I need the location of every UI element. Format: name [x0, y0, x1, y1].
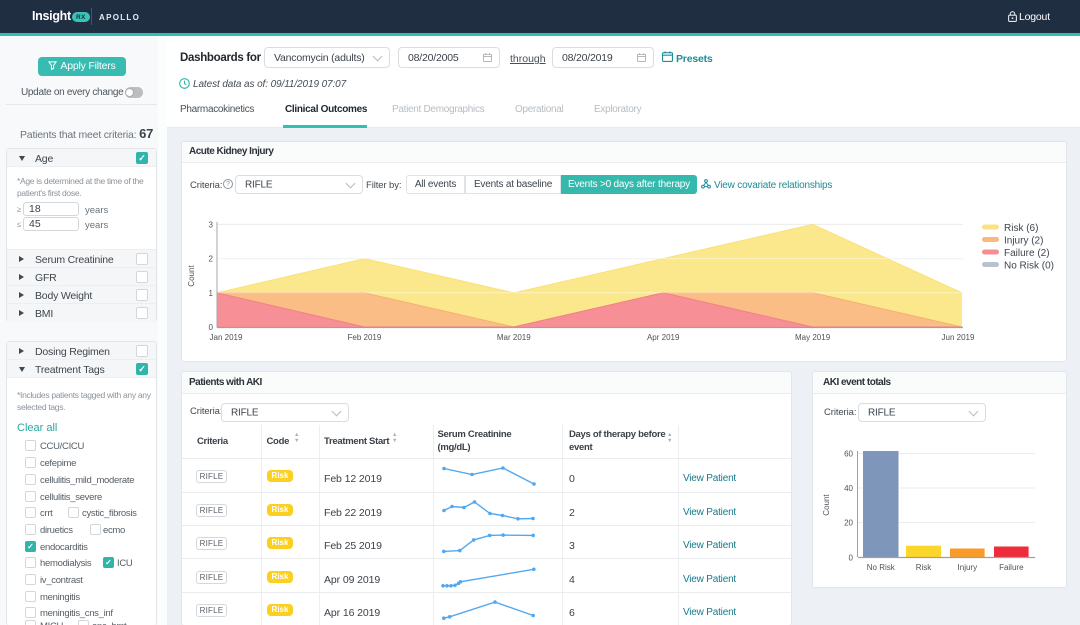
svg-text:No Risk: No Risk — [867, 563, 896, 572]
svg-text:May 2019: May 2019 — [795, 333, 831, 342]
svg-text:20: 20 — [844, 519, 853, 528]
svg-text:Apr 2019: Apr 2019 — [647, 333, 680, 342]
svg-text:Injury: Injury — [958, 563, 978, 572]
svg-text:2: 2 — [209, 255, 214, 264]
svg-text:Failure: Failure — [999, 563, 1024, 572]
svg-text:40: 40 — [844, 484, 853, 493]
svg-text:0: 0 — [209, 323, 214, 332]
svg-text:No Risk (0): No Risk (0) — [1004, 261, 1054, 272]
svg-text:Jan 2019: Jan 2019 — [210, 333, 243, 342]
svg-text:3: 3 — [209, 220, 214, 229]
svg-text:Feb 2019: Feb 2019 — [347, 333, 381, 342]
svg-text:0: 0 — [849, 554, 854, 563]
svg-text:Failure (2): Failure (2) — [1004, 248, 1050, 259]
svg-text:1: 1 — [209, 289, 214, 298]
svg-text:Count: Count — [822, 494, 831, 516]
svg-text:Injury (2): Injury (2) — [1004, 236, 1043, 247]
svg-text:Jun 2019: Jun 2019 — [942, 333, 975, 342]
svg-text:Mar 2019: Mar 2019 — [497, 333, 531, 342]
svg-text:Risk (6): Risk (6) — [1004, 223, 1038, 234]
svg-text:Count: Count — [187, 265, 196, 287]
svg-text:Risk: Risk — [916, 563, 933, 572]
svg-text:60: 60 — [844, 450, 853, 459]
